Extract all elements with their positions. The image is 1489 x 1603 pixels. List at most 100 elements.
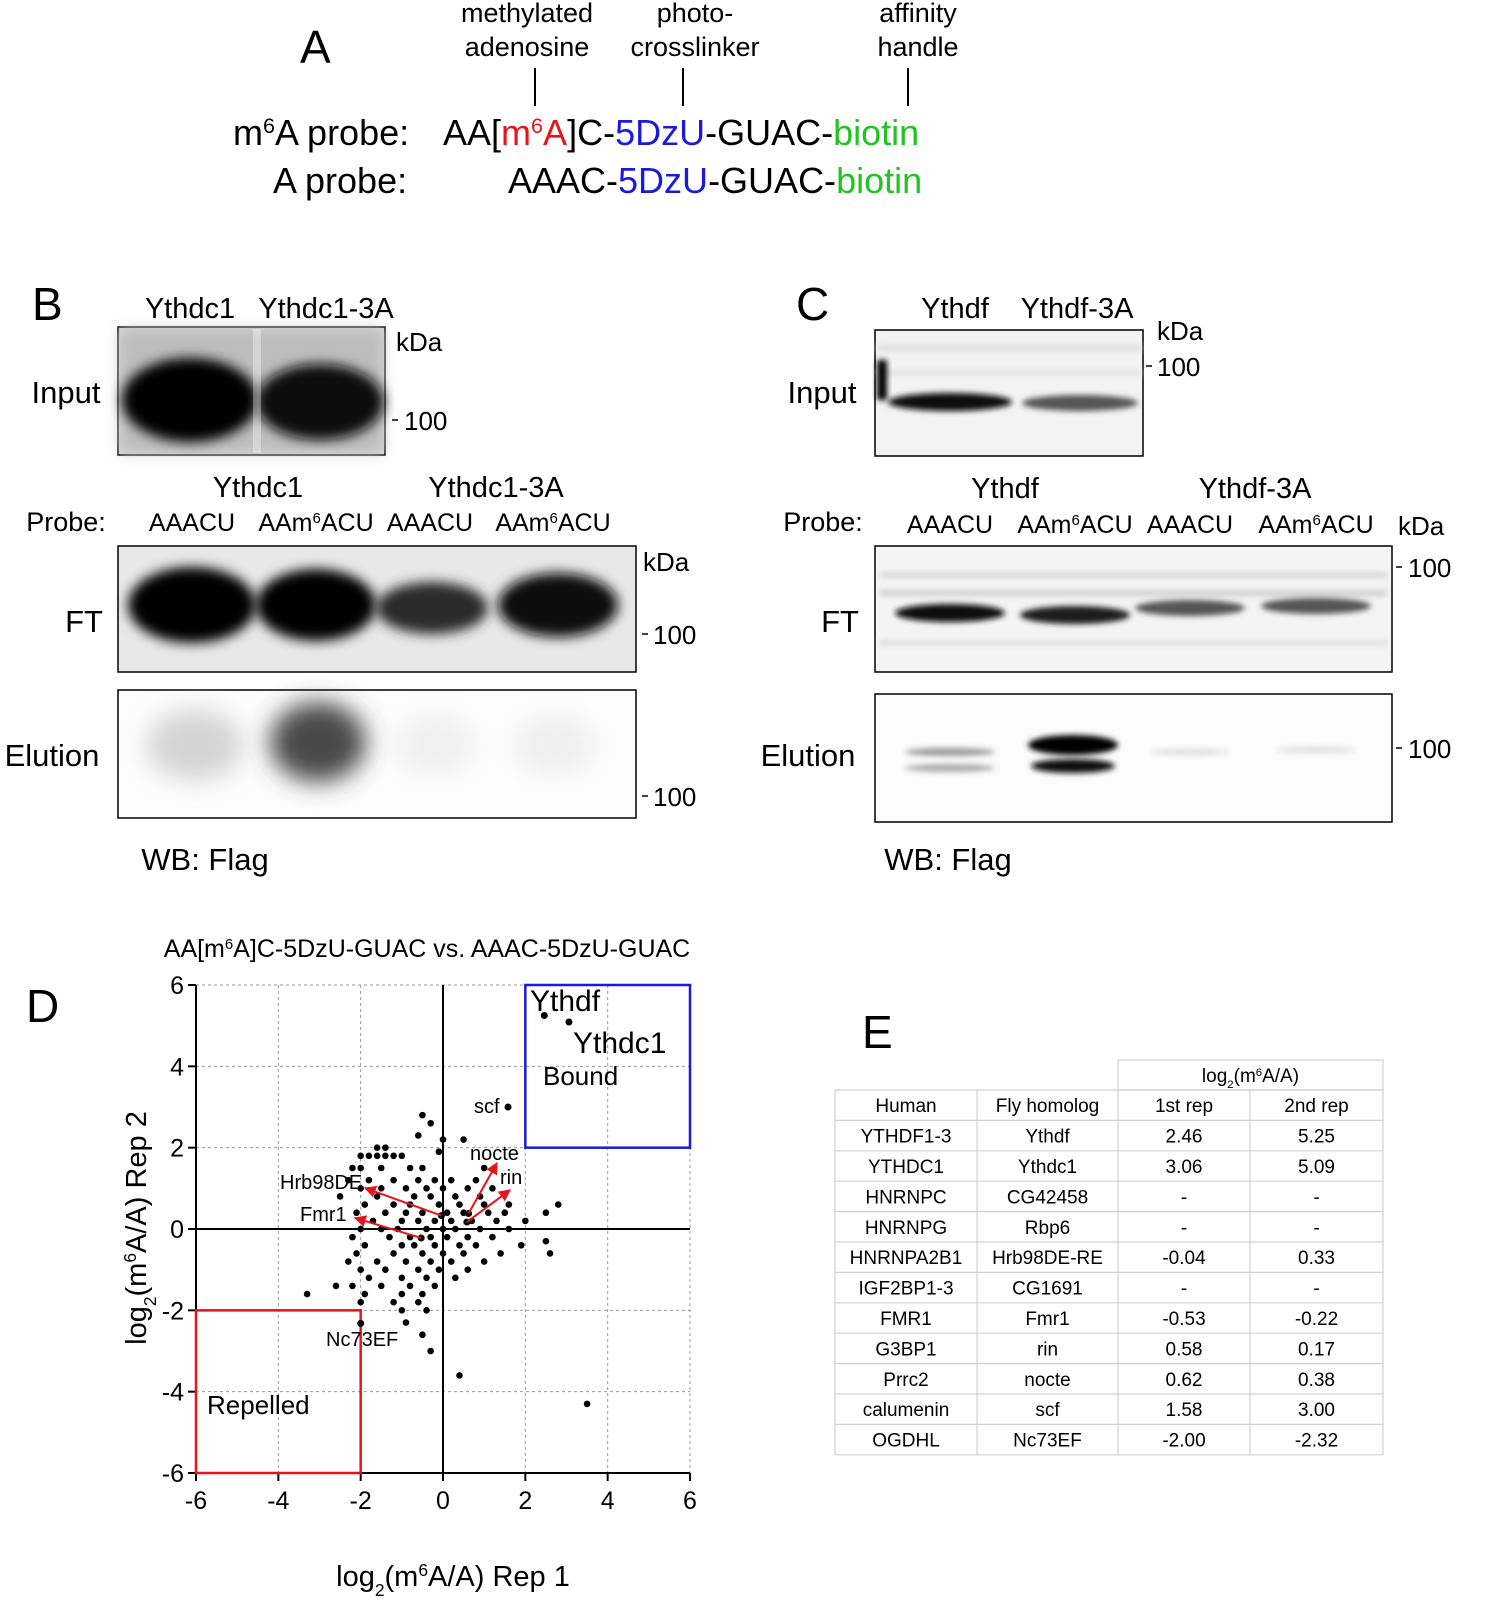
scatter-point	[398, 1307, 406, 1314]
y-tick-label: -2	[162, 1297, 184, 1325]
region-box	[194, 1309, 362, 1475]
table-cell: scf	[1035, 1400, 1060, 1421]
scatter-point	[435, 1266, 443, 1273]
scatter-point	[336, 1193, 344, 1200]
scatter-point	[357, 1152, 364, 1160]
scatter-point	[345, 1176, 352, 1184]
scatter-point	[472, 1176, 480, 1184]
scatter-point	[377, 1185, 385, 1192]
highlight-arrow	[467, 1161, 498, 1215]
blot-label: FT	[65, 604, 103, 639]
annotation: crosslinker	[630, 32, 759, 62]
scatter-point	[423, 1274, 430, 1282]
table-cell: Nc73EF	[1013, 1431, 1082, 1452]
marker-label: 100	[404, 406, 447, 436]
scatter-point	[353, 1209, 360, 1217]
scatter-point	[353, 1250, 360, 1257]
table-cell: YTHDC1	[868, 1157, 944, 1178]
table-cell: -	[1313, 1187, 1319, 1208]
highlight-label: Ythdf	[530, 985, 601, 1018]
scatter-point	[415, 1298, 422, 1306]
annotation: photo-	[657, 0, 734, 28]
highlight-label: Hrb98DE	[280, 1172, 362, 1194]
x-axis-label: log2(m6A/A) Rep 1	[336, 1560, 570, 1600]
unit-label: kDa	[396, 327, 443, 357]
group-label: Ythdf-3A	[1199, 473, 1312, 505]
lane-label: Ythdc1-3A	[258, 293, 394, 325]
marker-label: 100	[1408, 553, 1451, 583]
table-column-header: Fly homolog	[996, 1096, 1100, 1117]
x-tick-label: 6	[683, 1487, 697, 1515]
table-cell: 0.33	[1298, 1248, 1335, 1269]
table-column-header: 2nd rep	[1284, 1096, 1348, 1117]
x-tick-label: -6	[185, 1487, 207, 1515]
scatter-point	[522, 1217, 529, 1225]
scatter-point	[406, 1164, 414, 1172]
scatter-point	[419, 1331, 426, 1339]
annotation-ticks	[534, 68, 909, 106]
scatter-point	[398, 1241, 406, 1249]
scatter-point	[419, 1111, 426, 1119]
text-segment: 2	[375, 1580, 385, 1600]
text-segment: -GUAC-	[708, 160, 836, 201]
highlight-label: Nc73EF	[326, 1329, 398, 1351]
scatter-point	[382, 1144, 389, 1151]
text-segment: AAACU	[149, 509, 235, 537]
table-cell: Prrc2	[883, 1370, 928, 1391]
scatter-point	[373, 1152, 381, 1160]
text-segment: AAm	[1017, 511, 1071, 539]
scatter-point	[489, 1233, 496, 1241]
scatter-point	[501, 1209, 509, 1217]
table-group-header: log2(m6A/A)	[1202, 1066, 1299, 1091]
scatter-point	[439, 1250, 447, 1257]
annotation: affinity	[879, 0, 957, 28]
text-segment: AA[m	[164, 935, 225, 963]
table-cell: HNRNPC	[865, 1187, 946, 1208]
marker-ticks	[392, 365, 1402, 797]
table-cell: -2.00	[1162, 1431, 1205, 1452]
scatter-point	[390, 1250, 397, 1257]
scatter-point	[357, 1185, 364, 1192]
region-box	[524, 983, 692, 1149]
table-cell: HNRNPA2B1	[850, 1248, 963, 1269]
text-segment: ACU	[1321, 511, 1374, 539]
table-cell: rin	[1037, 1339, 1058, 1360]
text-segment: AAACU	[1147, 511, 1233, 539]
scatter-point	[332, 1282, 340, 1290]
scatter-point	[447, 1258, 455, 1265]
scatter-point	[402, 1319, 410, 1326]
scatter-point	[361, 1241, 369, 1249]
scatter-point	[493, 1217, 500, 1225]
scatter-point	[456, 1372, 463, 1379]
scatter-point	[447, 1176, 455, 1184]
table-cell: 0.17	[1298, 1339, 1335, 1360]
scatter-point	[431, 1282, 439, 1290]
scatter-point	[402, 1209, 410, 1217]
scatter-point	[377, 1164, 385, 1172]
scatter-point	[419, 1250, 426, 1257]
annotation: adenosine	[465, 32, 590, 62]
scatter-point	[431, 1176, 439, 1184]
text-segment: 2	[1227, 1079, 1233, 1091]
panel-label: B	[32, 278, 63, 330]
scatter-point	[349, 1233, 356, 1241]
table-cell: Hrb98DE-RE	[992, 1248, 1103, 1269]
text-segment: -GUAC-	[705, 112, 833, 153]
y-axis-label: log2(m6A/A) Rep 2	[120, 1111, 160, 1345]
probe-sequence: AAAC-5DzU-GUAC-biotin	[508, 160, 922, 201]
text-segment: 6	[313, 510, 321, 527]
table-cell: -2.32	[1295, 1431, 1338, 1452]
scatter-point	[398, 1217, 406, 1225]
text-segment: AAACU	[387, 509, 473, 537]
scatter-point	[398, 1274, 406, 1282]
annotation: handle	[877, 32, 958, 62]
highlight-label: Fmr1	[300, 1204, 347, 1226]
scatter-point	[427, 1193, 434, 1200]
probe-label: Probe:	[783, 507, 863, 537]
scatter-point	[497, 1250, 504, 1257]
text-segment: A/A) Rep 1	[428, 1561, 570, 1593]
scatter-point	[439, 1225, 447, 1233]
text-segment: AAACU	[907, 511, 993, 539]
table-cell: 0.38	[1298, 1370, 1335, 1391]
